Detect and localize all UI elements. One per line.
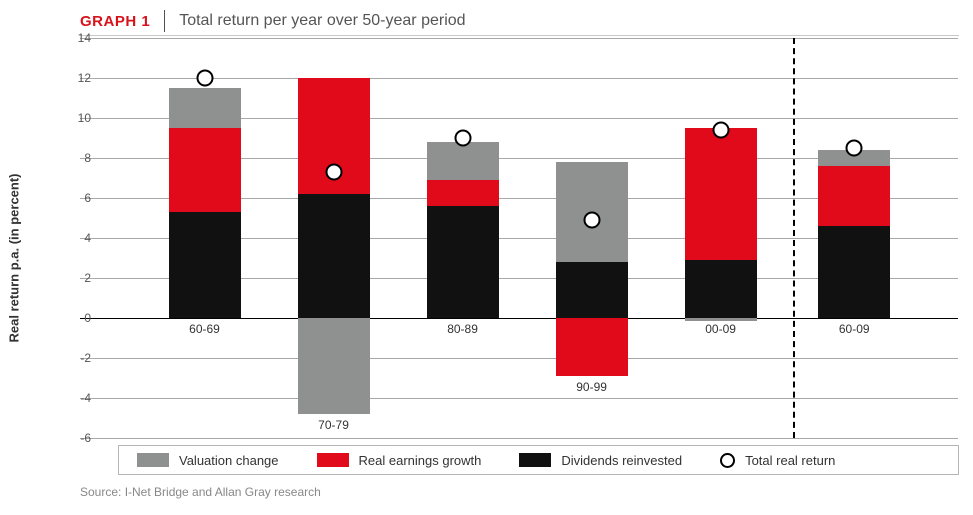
graph-number: GRAPH 1	[80, 13, 164, 30]
category-label: 90-99	[576, 380, 607, 394]
bar-segment-real-earnings-growth	[685, 128, 757, 260]
y-tick-label: -4	[51, 391, 91, 405]
y-tick-label: 14	[51, 31, 91, 45]
title-separator	[164, 10, 165, 32]
y-tick-label: 2	[51, 271, 91, 285]
legend-label: Real earnings growth	[359, 453, 482, 468]
category-label: 00-09	[705, 322, 736, 336]
bar-segment-dividends-reinvested	[556, 262, 628, 318]
y-tick-label: -6	[51, 431, 91, 445]
gridline	[80, 398, 958, 399]
source-text: Source: I-Net Bridge and Allan Gray rese…	[80, 485, 321, 499]
total-return-marker	[846, 140, 863, 157]
bar-segment-dividends-reinvested	[298, 194, 370, 318]
bar-segment-valuation-change	[685, 318, 757, 321]
legend-marker-icon	[720, 453, 735, 468]
bar-segment-real-earnings-growth	[818, 166, 890, 226]
legend-label: Valuation change	[179, 453, 279, 468]
bar-segment-dividends-reinvested	[427, 206, 499, 318]
plot-area: 60-69 70-79 80-89 90-99 00-09 60-09	[80, 38, 958, 438]
bar-segment-dividends-reinvested	[685, 260, 757, 318]
total-return-marker	[454, 130, 471, 147]
gridline	[80, 318, 958, 319]
legend-item: Total real return	[720, 453, 835, 468]
gridline	[80, 438, 958, 439]
legend-swatch	[137, 453, 169, 467]
bar-segment-valuation-change	[427, 142, 499, 180]
total-return-marker	[196, 70, 213, 87]
legend-label: Total real return	[745, 453, 835, 468]
y-tick-label: 6	[51, 191, 91, 205]
bar-segment-real-earnings-growth	[427, 180, 499, 206]
y-tick-label: 0	[51, 311, 91, 325]
total-return-marker	[325, 164, 342, 181]
y-tick-label: 10	[51, 111, 91, 125]
y-axis-title: Real return p.a. (in percent)	[7, 173, 22, 342]
total-return-marker	[583, 212, 600, 229]
legend-item: Valuation change	[137, 453, 279, 468]
title-underline	[80, 35, 959, 36]
group-separator	[793, 38, 795, 438]
y-tick-label: 4	[51, 231, 91, 245]
bar-segment-valuation-change	[298, 318, 370, 414]
y-tick-label: 12	[51, 71, 91, 85]
bar-segment-real-earnings-growth	[169, 128, 241, 212]
legend-label: Dividends reinvested	[561, 453, 682, 468]
gridline	[80, 358, 958, 359]
category-label: 80-89	[447, 322, 478, 336]
y-tick-label: -2	[51, 351, 91, 365]
category-label: 60-09	[839, 322, 870, 336]
bar-segment-dividends-reinvested	[169, 212, 241, 318]
bar-segment-valuation-change	[169, 88, 241, 128]
legend-swatch	[519, 453, 551, 467]
chart-title: Total return per year over 50-year perio…	[179, 12, 465, 30]
legend-item: Real earnings growth	[317, 453, 482, 468]
category-label: 70-79	[318, 418, 349, 432]
y-tick-label: 8	[51, 151, 91, 165]
legend-item: Dividends reinvested	[519, 453, 682, 468]
legend: Valuation change Real earnings growth Divi…	[118, 445, 959, 475]
bar-segment-dividends-reinvested	[818, 226, 890, 318]
legend-swatch	[317, 453, 349, 467]
gridline	[80, 38, 958, 39]
total-return-marker	[712, 122, 729, 139]
bar-segment-real-earnings-growth	[556, 318, 628, 376]
category-label: 60-69	[189, 322, 220, 336]
